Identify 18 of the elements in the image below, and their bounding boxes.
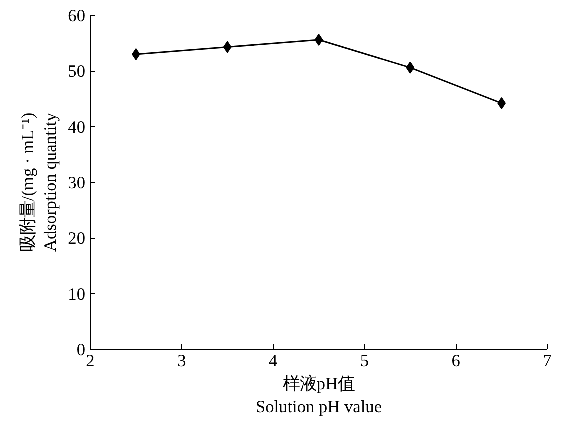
x-tick-label: 4: [268, 352, 278, 370]
x-tick-label: 3: [178, 352, 186, 370]
x-axis-title: 样液pH值 Solution pH value: [256, 374, 382, 416]
y-tick-label: 60: [68, 6, 86, 26]
point: [406, 62, 415, 74]
y-tick-label: 50: [68, 62, 86, 82]
x-tick-label: 7: [543, 352, 552, 370]
y-axis-title: 吸附量/(mg · mL⁻¹) Adsorption quantity: [18, 112, 60, 252]
point: [223, 41, 232, 54]
y-tick-label: 10: [68, 284, 86, 304]
y-tick-label: 30: [68, 174, 86, 192]
y-tick-label: 0: [76, 340, 86, 360]
x-tick-label: 2: [86, 352, 95, 370]
x-tick-label: 5: [360, 352, 370, 370]
y-tick-label: 40: [68, 118, 86, 137]
point: [314, 34, 324, 46]
y-tick-label: 20: [68, 229, 86, 248]
x-tick-label: 6: [452, 352, 461, 370]
